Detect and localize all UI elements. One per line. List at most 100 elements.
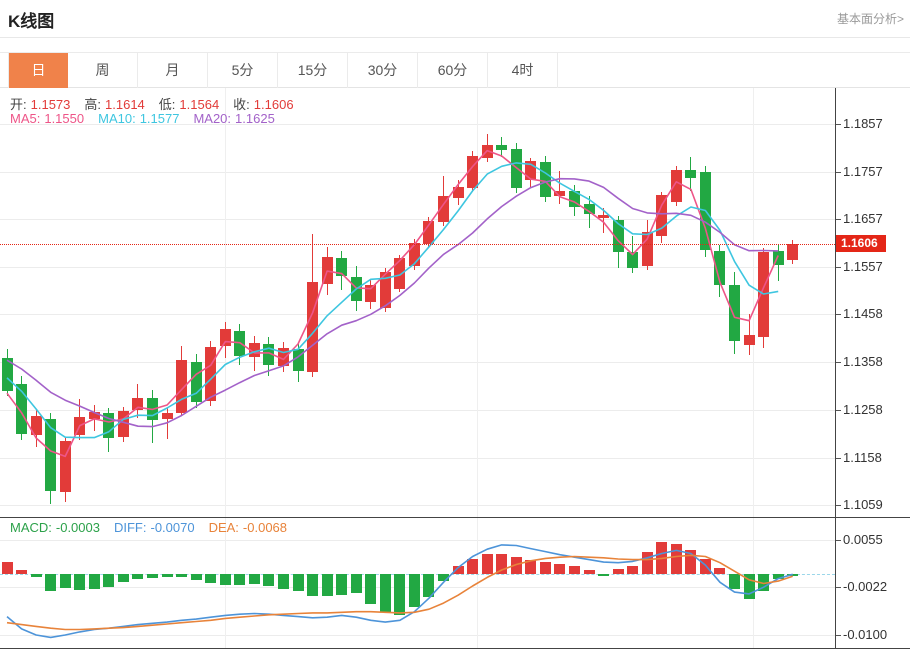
macd-bar bbox=[423, 573, 435, 597]
candle bbox=[321, 257, 333, 284]
vertical-gridline bbox=[753, 88, 754, 648]
candle bbox=[161, 412, 173, 419]
tab-15分[interactable]: 15分 bbox=[278, 53, 348, 88]
main-axis-tick bbox=[835, 267, 841, 269]
ohlc-legend-label: 高: bbox=[84, 97, 102, 112]
macd-bar bbox=[88, 573, 100, 589]
macd-bar bbox=[481, 554, 493, 574]
ma-legend-label: MA20: bbox=[193, 111, 232, 126]
candle bbox=[452, 187, 464, 198]
macd-bar bbox=[670, 544, 682, 574]
tab-4时[interactable]: 4时 bbox=[488, 53, 558, 88]
main-axis-label: 1.1258 bbox=[843, 401, 883, 417]
tab-月[interactable]: 月 bbox=[138, 53, 208, 88]
ohlc-legend-label: 开: bbox=[10, 97, 27, 112]
tab-60分[interactable]: 60分 bbox=[418, 53, 488, 88]
macd-bar bbox=[365, 573, 377, 605]
macd-gridline bbox=[0, 539, 835, 541]
candle bbox=[88, 411, 100, 419]
candle bbox=[103, 412, 115, 438]
panel-separator bbox=[0, 517, 910, 518]
candle-wick bbox=[603, 207, 605, 234]
macd-bar bbox=[190, 573, 202, 580]
ma-legend-value: 1.1625 bbox=[235, 111, 275, 126]
candle bbox=[394, 258, 406, 289]
main-gridline bbox=[0, 504, 835, 506]
candle bbox=[612, 219, 624, 253]
main-axis-label: 1.1657 bbox=[843, 211, 883, 227]
macd-legend-label: DEA: bbox=[208, 520, 239, 535]
macd-bar bbox=[147, 573, 158, 578]
tab-30分[interactable]: 30分 bbox=[348, 53, 418, 88]
main-axis-label: 1.1458 bbox=[843, 306, 883, 322]
macd-bar bbox=[59, 573, 71, 589]
macd-bar bbox=[321, 573, 333, 597]
fundamental-analysis-link[interactable]: 基本面分析> bbox=[836, 12, 904, 26]
macd-axis-tick bbox=[835, 587, 841, 589]
candle bbox=[205, 346, 217, 402]
candle bbox=[74, 416, 86, 435]
macd-bar bbox=[45, 573, 57, 591]
macd-bar bbox=[539, 562, 551, 574]
candle bbox=[699, 172, 711, 251]
macd-bar bbox=[117, 573, 129, 583]
current-price-line bbox=[0, 243, 835, 245]
macd-axis-label: -0.0100 bbox=[843, 626, 888, 642]
ma-legend-label: MA5: bbox=[10, 111, 41, 126]
candle bbox=[787, 243, 799, 260]
current-price-tag: 1.1606 bbox=[836, 235, 886, 253]
macd-bar bbox=[248, 573, 260, 585]
candle bbox=[772, 250, 784, 265]
macd-bar bbox=[699, 558, 711, 574]
main-gridline bbox=[0, 362, 835, 364]
vertical-gridline bbox=[225, 88, 226, 648]
macd-bar bbox=[307, 573, 319, 596]
candle bbox=[307, 282, 319, 372]
y-axis-line bbox=[835, 88, 836, 649]
macd-bar bbox=[16, 570, 28, 574]
candle bbox=[277, 347, 289, 367]
macd-bar bbox=[219, 573, 231, 585]
macd-bar bbox=[74, 573, 86, 590]
macd-bar bbox=[234, 573, 246, 586]
main-axis-label: 1.1557 bbox=[843, 259, 883, 275]
macd-bar bbox=[598, 573, 610, 577]
candle bbox=[554, 191, 566, 197]
macd-legend-value: -0.0003 bbox=[55, 520, 100, 535]
macd-bar bbox=[132, 573, 144, 579]
macd-axis-tick bbox=[835, 634, 841, 636]
tab-5分[interactable]: 5分 bbox=[208, 53, 278, 88]
main-axis-tick bbox=[835, 219, 841, 221]
macd-bar bbox=[176, 573, 188, 577]
macd-bar bbox=[277, 573, 289, 589]
candle bbox=[743, 334, 755, 346]
candle bbox=[350, 277, 362, 302]
candle bbox=[729, 284, 740, 342]
ma-legend-value: 1.1550 bbox=[44, 111, 85, 126]
main-axis-tick bbox=[835, 171, 841, 173]
tab-日[interactable]: 日 bbox=[8, 53, 68, 88]
kline-chart[interactable]: 1.1857 1.1757 1.1657 1.1557 1.1458 1.1358 1.12… bbox=[0, 88, 910, 649]
candle bbox=[685, 170, 697, 178]
ohlc-legend-value: 1.1614 bbox=[105, 97, 145, 112]
candle bbox=[714, 251, 726, 285]
candle bbox=[627, 252, 639, 268]
macd-bar bbox=[438, 573, 449, 582]
macd-bar bbox=[161, 573, 173, 578]
candle bbox=[365, 284, 377, 303]
period-tabs: 日周月 5分 15分 30分 60分 4时 bbox=[0, 52, 910, 88]
header: K线图 基本面分析> bbox=[0, 0, 910, 38]
macd-bar bbox=[758, 573, 770, 591]
candle bbox=[656, 195, 668, 237]
main-gridline bbox=[0, 267, 835, 269]
tab-周[interactable]: 周 bbox=[68, 53, 138, 88]
macd-bar bbox=[452, 565, 464, 574]
candle bbox=[641, 232, 653, 266]
candle bbox=[379, 271, 391, 308]
macd-bar bbox=[627, 565, 639, 574]
candle bbox=[292, 348, 304, 371]
macd-bar bbox=[685, 550, 697, 574]
candle bbox=[438, 196, 449, 222]
macd-bar bbox=[510, 556, 522, 574]
